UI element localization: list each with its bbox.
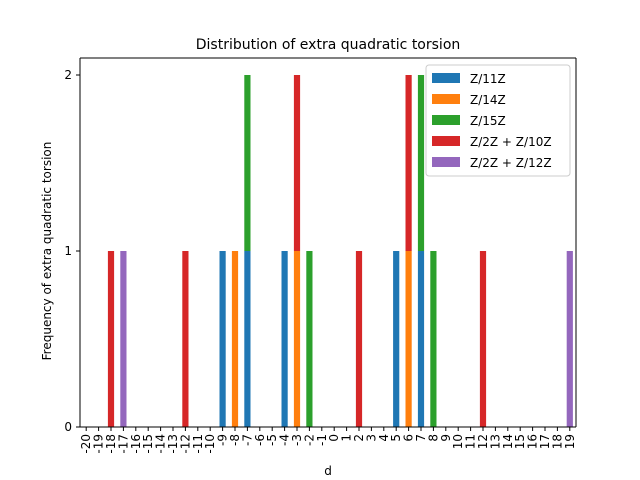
x-tick-label: -15 <box>141 434 155 454</box>
bar-z-2z-z-10z-6 <box>405 75 412 251</box>
bar-z-11z--4 <box>281 251 288 427</box>
x-tick-label: -14 <box>154 434 168 454</box>
bar-z-2z-z-10z-2 <box>355 251 363 427</box>
x-tick-label: -19 <box>92 434 106 454</box>
x-tick-label: 5 <box>389 434 403 442</box>
x-tick-label: 9 <box>439 434 453 442</box>
legend-box <box>425 64 571 177</box>
bar-z-15z-7 <box>417 75 425 251</box>
y-tick-label: 2 <box>64 68 72 82</box>
bar-z-2z-z-12z-19 <box>566 251 573 427</box>
x-ticks-group: -20-19-18-17-16-15-14-13-12-11-10-9-8-7-… <box>79 427 577 454</box>
bar-z-15z--7 <box>244 75 251 251</box>
bar-z-2z-z-10z--3 <box>293 75 301 251</box>
x-tick-label: 17 <box>538 434 552 449</box>
x-tick-label: 11 <box>464 434 478 449</box>
bar-z-11z--9 <box>219 251 226 427</box>
legend-swatch <box>432 136 460 146</box>
x-tick-label: 19 <box>563 434 577 449</box>
x-tick-label: 4 <box>377 434 391 442</box>
bar-z-2z-z-10z--18 <box>107 251 115 427</box>
legend-label: Z/2Z + Z/12Z <box>470 156 552 170</box>
axes-group <box>79 57 577 428</box>
x-tick-label: 15 <box>513 434 527 449</box>
legend-label: Z/15Z <box>470 114 506 128</box>
x-tick-label: -9 <box>216 434 230 446</box>
x-tick-label: 12 <box>476 434 490 449</box>
legend-swatch <box>432 73 460 83</box>
bar-z-14z--8 <box>231 251 239 427</box>
x-tick-label: 0 <box>327 434 341 442</box>
bar-z-11z--7 <box>244 251 251 427</box>
x-tick-label: -11 <box>191 434 205 454</box>
x-tick-label: -2 <box>302 434 316 446</box>
legend-swatch <box>432 157 460 167</box>
x-tick-label: -3 <box>290 434 304 446</box>
bar-z-14z-6 <box>405 251 412 427</box>
bar-z-2z-z-12z--17 <box>120 251 127 427</box>
legend-swatch <box>432 115 460 125</box>
x-tick-label: -18 <box>104 434 118 454</box>
x-tick-label: 7 <box>414 434 428 442</box>
x-tick-label: 2 <box>352 434 366 442</box>
x-tick-label: 13 <box>488 434 502 449</box>
bar-z-11z-7 <box>417 251 425 427</box>
bar-z-15z--2 <box>306 251 313 427</box>
y-tick-label: 0 <box>64 420 72 434</box>
x-tick-label: 6 <box>402 434 416 442</box>
y-tick-label: 1 <box>64 244 72 258</box>
x-tick-label: -17 <box>116 434 130 454</box>
bar-z-15z-8 <box>430 251 437 427</box>
x-tick-label: 3 <box>364 434 378 442</box>
x-tick-label: -12 <box>178 434 192 454</box>
y-axis-label: Frequency of extra quadratic torsion <box>40 142 54 361</box>
legend-label: Z/14Z <box>470 93 506 107</box>
x-tick-label: 18 <box>550 434 564 449</box>
x-tick-label: -16 <box>129 434 143 454</box>
chart-title: Distribution of extra quadratic torsion <box>196 37 461 53</box>
x-tick-label: -5 <box>265 434 279 446</box>
x-tick-label: 8 <box>426 434 440 442</box>
legend-label: Z/2Z + Z/10Z <box>470 135 552 149</box>
bar-z-11z-5 <box>393 251 400 427</box>
legend: Z/11Z Z/14Z Z/15Z Z/2Z + Z/10Z Z/2Z + Z/12Z <box>425 64 571 177</box>
x-tick-label: -7 <box>240 434 254 446</box>
x-tick-label: -13 <box>166 434 180 454</box>
bar-z-14z--3 <box>293 251 301 427</box>
x-tick-label: 16 <box>526 434 540 449</box>
x-tick-label: -20 <box>79 434 93 454</box>
x-axis-label: d <box>324 464 332 478</box>
x-tick-label: -6 <box>253 434 267 446</box>
x-tick-label: 1 <box>340 434 354 442</box>
x-tick-label: 10 <box>451 434 465 449</box>
legend-swatch <box>432 94 460 104</box>
y-ticks-group: 0 1 2 <box>64 68 80 434</box>
x-tick-label: -10 <box>203 434 217 454</box>
x-tick-label: 14 <box>501 434 515 449</box>
legend-label: Z/11Z <box>470 72 506 86</box>
bars-group <box>107 75 573 427</box>
bar-z-2z-z-10z--12 <box>182 251 189 427</box>
bar-z-2z-z-10z-12 <box>479 251 487 427</box>
x-tick-label: -1 <box>315 434 329 446</box>
x-tick-label: -8 <box>228 434 242 446</box>
x-tick-label: -4 <box>278 434 292 446</box>
